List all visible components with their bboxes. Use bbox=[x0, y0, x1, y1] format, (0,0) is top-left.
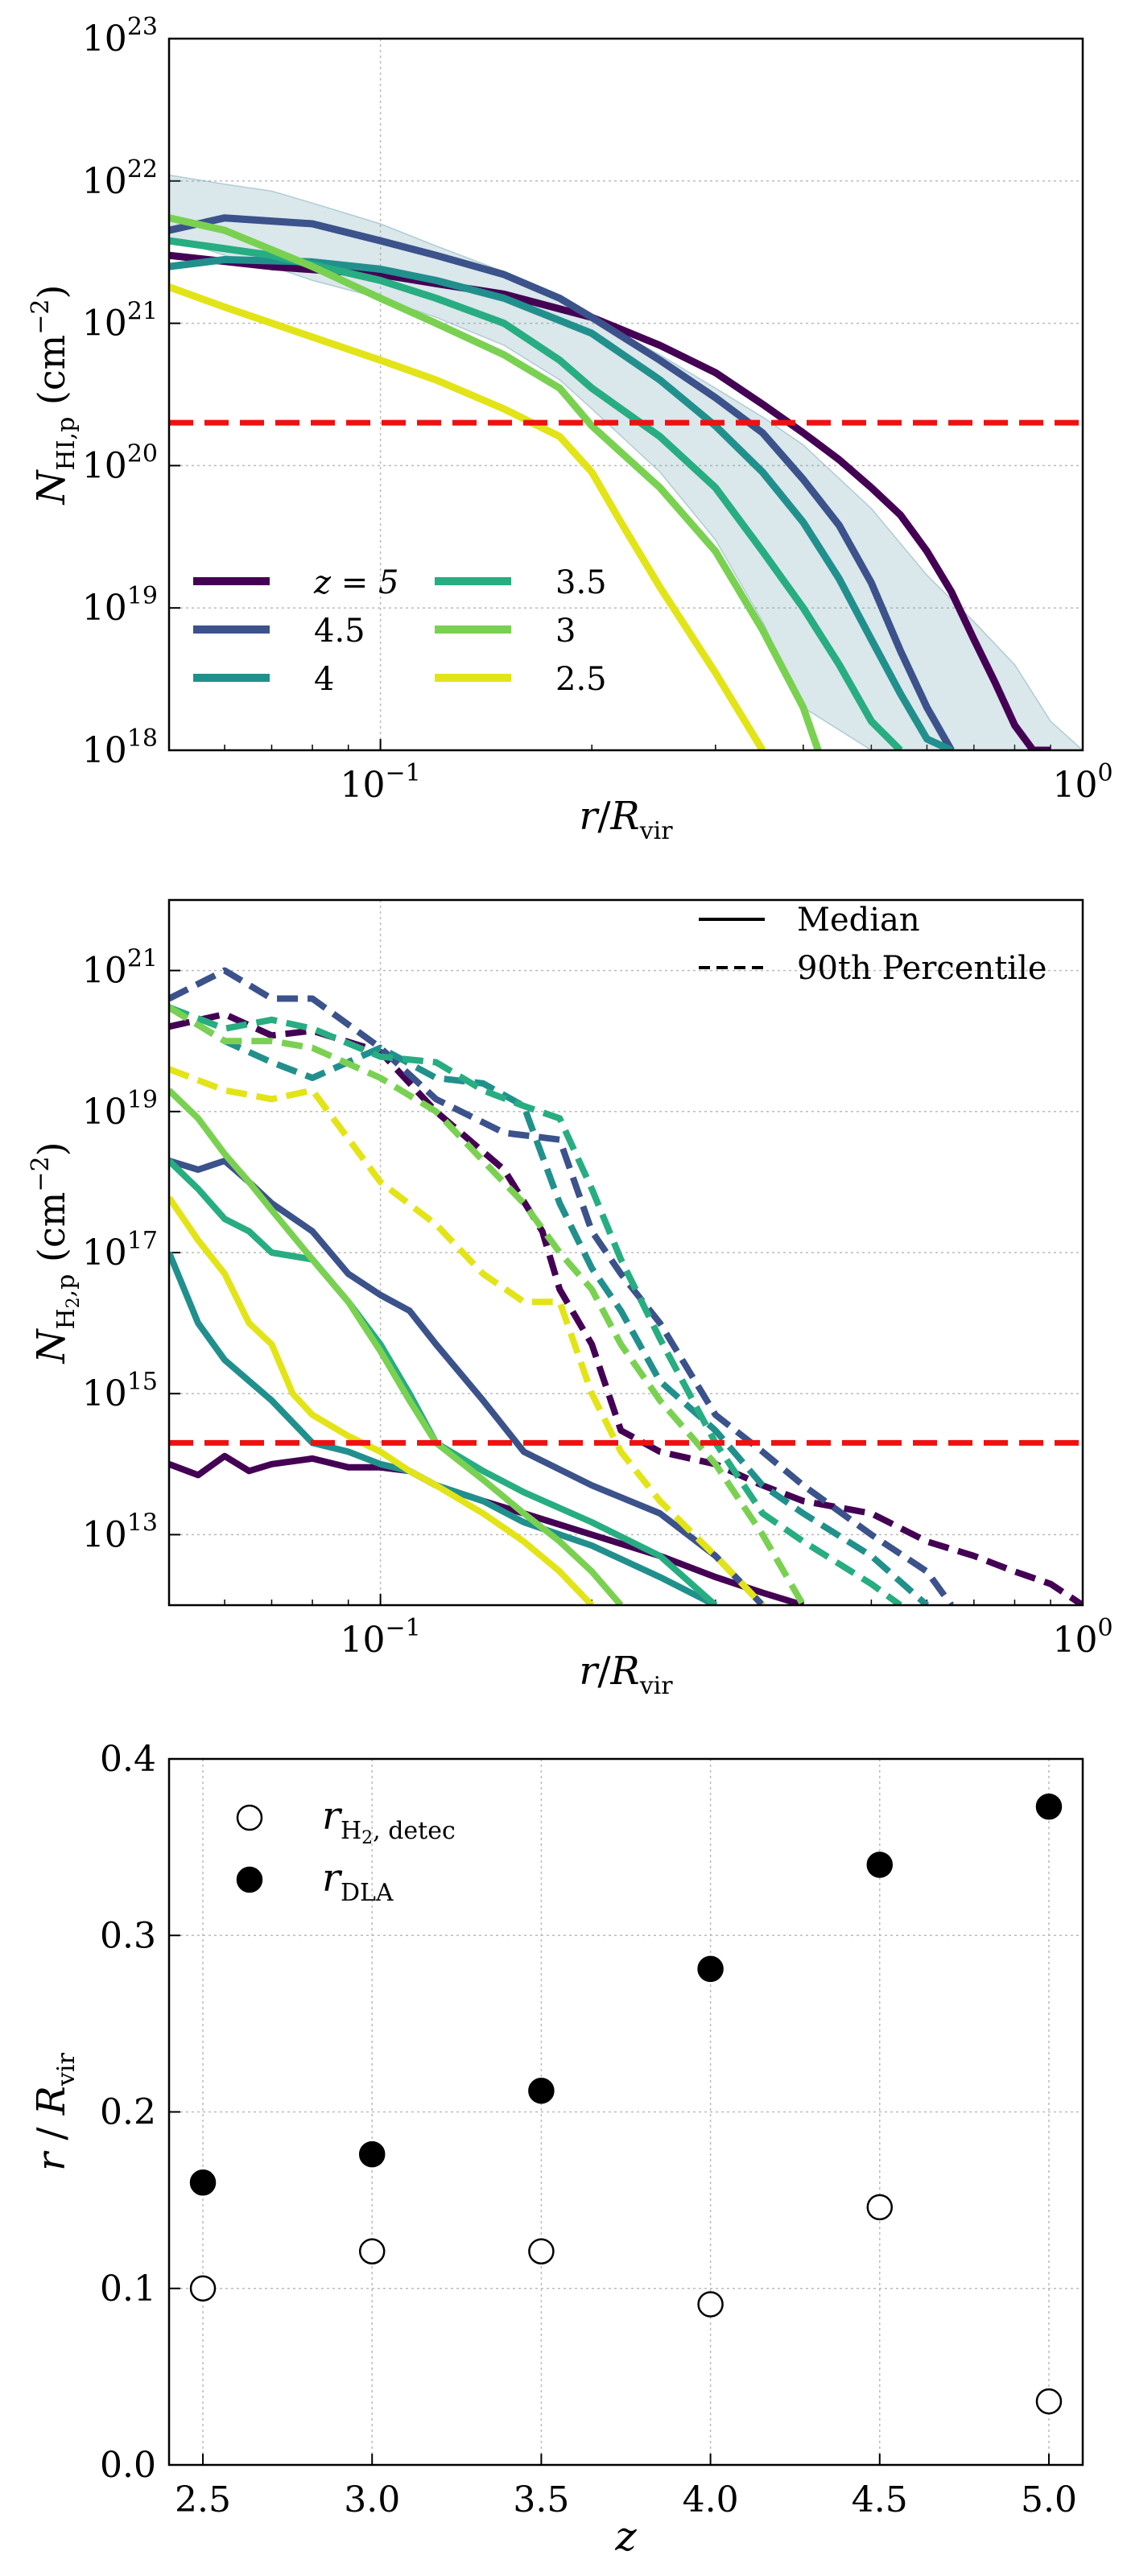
legend-label-z45: 4.5 bbox=[314, 613, 365, 650]
y-tick-label: 1013 bbox=[82, 1509, 158, 1555]
legend-label-z3: 3 bbox=[555, 613, 576, 650]
y-tick-label: 1021 bbox=[82, 945, 158, 992]
panel-h2: 10−1 100 1013 1015 1017 1019 1021 Median 90th Pe… bbox=[27, 898, 1113, 1700]
series-line-z4 bbox=[169, 256, 953, 750]
legend-marker-dla bbox=[236, 1866, 263, 1893]
h2-detec-point bbox=[1035, 2388, 1063, 2415]
p90-line-z35 bbox=[169, 1004, 902, 1605]
plot-area bbox=[169, 174, 1083, 750]
x-tick-label: 10−1 bbox=[340, 1614, 420, 1661]
y-tick-label: 1017 bbox=[82, 1227, 158, 1274]
y-tick-label: 1018 bbox=[82, 724, 158, 771]
legend-label-dashed: 90th Percentile bbox=[797, 950, 1047, 987]
h2-detec-point bbox=[866, 2194, 894, 2221]
axes-frame bbox=[167, 898, 1084, 1607]
gridlines bbox=[169, 1758, 1083, 2466]
x-tick-label: 5.0 bbox=[1021, 2479, 1077, 2520]
y-tick-label: 1022 bbox=[82, 155, 158, 202]
legend: z = 5 4.5 4 3.5 3 2.5 bbox=[193, 564, 607, 698]
y-tick-label: 1020 bbox=[82, 440, 158, 486]
median-line-z3 bbox=[169, 1088, 624, 1605]
legend-label-z35: 3.5 bbox=[555, 564, 607, 601]
median-line-z35 bbox=[169, 1158, 718, 1605]
legend: Median 90th Percentile bbox=[699, 902, 1047, 987]
plot-area bbox=[169, 967, 1083, 1605]
h2-detec-point bbox=[189, 2275, 217, 2301]
legend-marker-h2 bbox=[236, 1804, 263, 1831]
x-tick-label: 100 bbox=[1052, 1614, 1113, 1661]
y-tick-label: 1021 bbox=[82, 298, 158, 345]
x-axis-title: z bbox=[614, 2513, 637, 2560]
axes-frame bbox=[167, 37, 1084, 752]
legend-label-dla: rDLA bbox=[322, 1856, 394, 1907]
y-tick-label: 1019 bbox=[82, 582, 158, 629]
y-tick-label: 1015 bbox=[82, 1368, 158, 1414]
legend-label-z4: 4 bbox=[314, 661, 334, 698]
axes-frame bbox=[167, 1757, 1084, 2467]
p90-line-z5 bbox=[169, 1010, 1083, 1605]
x-tick-label: 3.0 bbox=[344, 2479, 400, 2520]
h2-detec-point bbox=[528, 2238, 555, 2264]
x-tick-label: 10−1 bbox=[340, 759, 420, 806]
dla-point bbox=[1035, 1793, 1063, 1820]
x-axis-title: r/Rvir bbox=[579, 794, 673, 845]
x-tick-label: 3.5 bbox=[513, 2479, 569, 2520]
p90-line-z3 bbox=[169, 1004, 807, 1605]
x-tick-label: 4.0 bbox=[683, 2479, 739, 2520]
y-tick-label: 0.2 bbox=[100, 2092, 156, 2133]
legend-label-h2: rH2, detec bbox=[322, 1794, 456, 1848]
dla-point bbox=[528, 2077, 555, 2104]
y-tick-label: 1023 bbox=[82, 13, 158, 60]
dla-point bbox=[189, 2169, 217, 2196]
h2-detec-point bbox=[358, 2238, 386, 2264]
median-line-z45 bbox=[169, 1158, 766, 1605]
y-tick-label: 0.4 bbox=[100, 1739, 156, 1780]
x-tick-label: 2.5 bbox=[175, 2479, 231, 2520]
y-tick-label: 0.3 bbox=[100, 1915, 156, 1956]
median-line-z25 bbox=[169, 1195, 595, 1605]
y-axis-title: r / Rvir bbox=[29, 2053, 80, 2171]
y-tick-label: 0.0 bbox=[100, 2445, 156, 2486]
dla-point bbox=[866, 1852, 894, 1878]
x-tick-label: 100 bbox=[1052, 759, 1113, 806]
legend-label-z25: 2.5 bbox=[555, 661, 607, 698]
panel-radius: 2.5 3.0 3.5 4.0 4.5 5.0 0.0 0.1 0.2 0.3 0.4 rH2, de… bbox=[29, 1739, 1084, 2560]
median-line-z4 bbox=[169, 1251, 717, 1605]
legend-label-z5: z = 5 bbox=[313, 564, 398, 601]
series-line-z45 bbox=[169, 214, 955, 750]
y-tick-label: 1019 bbox=[82, 1086, 158, 1133]
series-line-z35 bbox=[169, 237, 903, 750]
series-line-z3 bbox=[169, 214, 822, 750]
gridlines bbox=[169, 900, 1084, 1605]
y-tick-label: 0.1 bbox=[100, 2268, 156, 2310]
p90-line-z4 bbox=[169, 1004, 930, 1605]
panel-hi: 10−1 100 1018 1019 1020 1021 1022 1023 z = 5 4.5 4… bbox=[27, 13, 1113, 845]
dla-point bbox=[697, 1955, 724, 1983]
x-tick-label: 4.5 bbox=[852, 2479, 908, 2520]
h2-detec-point bbox=[697, 2291, 724, 2318]
legend-label-solid: Median bbox=[797, 902, 920, 939]
y-axis-title: NH2,p (cm−2) bbox=[27, 1141, 84, 1364]
dla-point bbox=[358, 2140, 386, 2168]
legend: rH2, detec rDLA bbox=[236, 1794, 456, 1907]
y-axis-title: NHI,p (cm−2) bbox=[27, 285, 80, 506]
x-axis-title: r/Rvir bbox=[579, 1649, 673, 1700]
